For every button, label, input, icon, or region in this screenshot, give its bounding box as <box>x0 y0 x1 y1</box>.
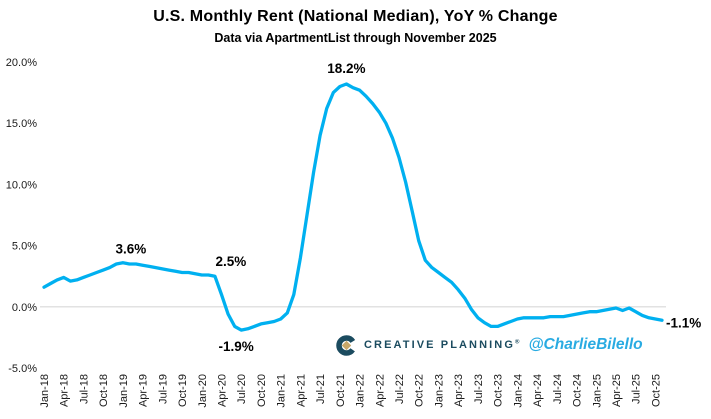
svg-text:Jul-24: Jul-24 <box>552 374 564 404</box>
svg-text:Jul-22: Jul-22 <box>394 374 406 404</box>
svg-text:18.2%: 18.2% <box>327 61 365 76</box>
svg-text:Oct-18: Oct-18 <box>98 374 110 407</box>
svg-text:Apr-18: Apr-18 <box>59 374 71 407</box>
svg-text:Jan-18: Jan-18 <box>39 374 51 408</box>
watermark: CREATIVE PLANNING® @CharlieBilello <box>336 334 643 356</box>
chart-subtitle: Data via ApartmentList through November … <box>214 31 497 45</box>
svg-text:Jul-21: Jul-21 <box>315 374 327 404</box>
svg-text:Jul-19: Jul-19 <box>157 374 169 404</box>
creative-planning-logo-icon <box>336 334 357 356</box>
brand-name: CREATIVE PLANNING® <box>364 339 520 351</box>
svg-text:2.5%: 2.5% <box>216 254 247 269</box>
svg-text:Oct-22: Oct-22 <box>414 374 426 407</box>
svg-text:Apr-20: Apr-20 <box>217 374 229 407</box>
svg-text:Jan-20: Jan-20 <box>197 374 209 408</box>
svg-text:-5.0%: -5.0% <box>8 363 37 375</box>
svg-text:0.0%: 0.0% <box>12 302 37 314</box>
svg-text:Jan-22: Jan-22 <box>355 374 367 408</box>
svg-text:Jan-25: Jan-25 <box>591 374 603 408</box>
svg-text:15.0%: 15.0% <box>6 118 37 130</box>
svg-text:Oct-20: Oct-20 <box>256 374 268 407</box>
svg-text:-1.9%: -1.9% <box>219 339 254 354</box>
svg-text:Oct-23: Oct-23 <box>493 374 505 407</box>
svg-text:Oct-19: Oct-19 <box>177 374 189 407</box>
svg-text:Jul-18: Jul-18 <box>78 374 90 404</box>
charliebilello-handle: @CharlieBilello <box>528 336 643 353</box>
svg-text:Jan-21: Jan-21 <box>276 374 288 408</box>
svg-text:Jul-23: Jul-23 <box>473 374 485 404</box>
trademark-symbol: ® <box>515 339 520 346</box>
svg-text:Jan-24: Jan-24 <box>512 374 524 408</box>
svg-text:20.0%: 20.0% <box>6 57 37 69</box>
svg-text:Apr-25: Apr-25 <box>611 374 623 407</box>
svg-text:Jan-23: Jan-23 <box>434 374 446 408</box>
svg-text:3.6%: 3.6% <box>116 242 147 257</box>
svg-text:Jul-25: Jul-25 <box>631 374 643 404</box>
svg-text:Oct-25: Oct-25 <box>650 374 662 407</box>
svg-text:-1.1%: -1.1% <box>666 315 701 330</box>
chart-title: U.S. Monthly Rent (National Median), YoY… <box>153 8 558 25</box>
svg-text:Apr-23: Apr-23 <box>453 374 465 407</box>
svg-text:10.0%: 10.0% <box>6 179 37 191</box>
svg-text:Jan-19: Jan-19 <box>118 374 130 408</box>
svg-text:Apr-24: Apr-24 <box>532 374 544 407</box>
svg-text:Oct-24: Oct-24 <box>572 374 584 407</box>
svg-text:Apr-19: Apr-19 <box>138 374 150 407</box>
svg-text:Apr-21: Apr-21 <box>295 374 307 407</box>
svg-text:5.0%: 5.0% <box>12 241 37 253</box>
svg-text:Oct-21: Oct-21 <box>335 374 347 407</box>
svg-text:Apr-22: Apr-22 <box>374 374 386 407</box>
svg-text:Jul-20: Jul-20 <box>236 374 248 404</box>
